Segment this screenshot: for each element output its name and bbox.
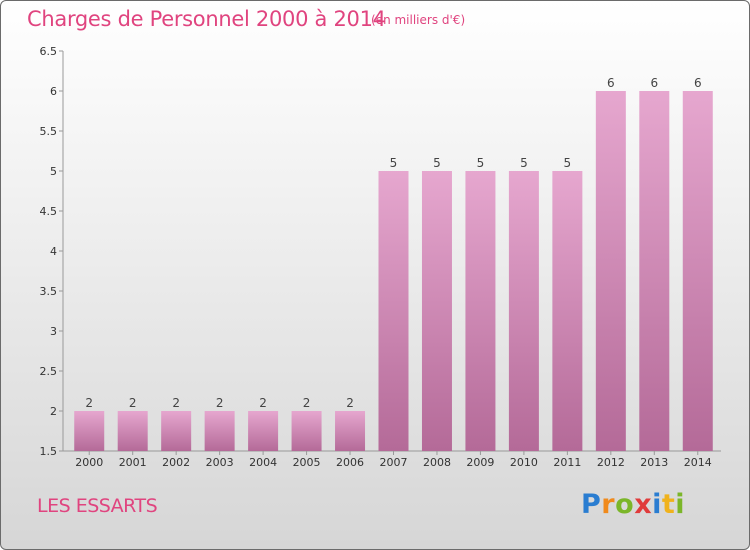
bar-2008 xyxy=(421,171,452,451)
y-tick-label: 1.5 xyxy=(40,445,58,458)
y-tick-label: 3.5 xyxy=(40,285,58,298)
chart-subtitle: (en milliers d'€) xyxy=(371,13,466,27)
data-label-2001: 2 xyxy=(129,396,137,410)
x-tick-label-2014: 2014 xyxy=(684,456,712,469)
proxiti-logo[interactable]: Proxiti xyxy=(581,489,686,520)
y-tick-label: 2.5 xyxy=(40,365,58,378)
data-label-2003: 2 xyxy=(216,396,224,410)
data-label-2011: 5 xyxy=(564,156,572,170)
bars: 2 2 2 2 2 2 2 5 5 5 5 5 6 6 6 xyxy=(74,76,713,451)
bar-2012 xyxy=(595,91,626,451)
bar-2005 xyxy=(291,411,322,451)
bar-2001 xyxy=(117,411,148,451)
y-tick-label: 2 xyxy=(50,405,57,418)
data-label-2012: 6 xyxy=(607,76,615,90)
x-tick-label-2012: 2012 xyxy=(597,456,625,469)
y-tick-label: 6 xyxy=(50,85,57,98)
data-label-2004: 2 xyxy=(259,396,267,410)
x-tick-label-2002: 2002 xyxy=(162,456,190,469)
data-label-2009: 5 xyxy=(477,156,485,170)
x-tick-label-2006: 2006 xyxy=(336,456,364,469)
data-label-2000: 2 xyxy=(85,396,93,410)
axes: 1.5 2 2.5 3 3.5 4 4.5 5 5.5 6 6.5 2000 2001 2002 2003 2… xyxy=(40,45,721,469)
bar-2002 xyxy=(161,411,192,451)
data-label-2005: 2 xyxy=(303,396,311,410)
x-tick-label-2007: 2007 xyxy=(380,456,408,469)
x-tick-label-2013: 2013 xyxy=(640,456,668,469)
x-tick-label-2005: 2005 xyxy=(293,456,321,469)
bar-2014 xyxy=(682,91,713,451)
x-tick-label-2010: 2010 xyxy=(510,456,538,469)
bar-2003 xyxy=(204,411,235,451)
bar-2007 xyxy=(378,171,409,451)
x-tick-label-2009: 2009 xyxy=(466,456,494,469)
y-tick-label: 6.5 xyxy=(40,45,58,58)
y-tick-label: 4 xyxy=(50,245,57,258)
data-label-2002: 2 xyxy=(172,396,180,410)
data-label-2006: 2 xyxy=(346,396,354,410)
x-tick-label-2000: 2000 xyxy=(75,456,103,469)
bar-2013 xyxy=(639,91,670,451)
x-tick-label-2004: 2004 xyxy=(249,456,277,469)
x-tick-label-2001: 2001 xyxy=(119,456,147,469)
commune-name: LES ESSARTS xyxy=(37,495,158,517)
bar-2010 xyxy=(508,171,539,451)
bar-2011 xyxy=(552,171,583,451)
bar-2004 xyxy=(248,411,279,451)
data-label-2007: 5 xyxy=(390,156,398,170)
x-tick-label-2011: 2011 xyxy=(553,456,581,469)
y-tick-label: 5 xyxy=(50,165,57,178)
bar-2006 xyxy=(335,411,366,451)
bar-2009 xyxy=(465,171,496,451)
data-label-2010: 5 xyxy=(520,156,528,170)
y-tick-label: 3 xyxy=(50,325,57,338)
x-tick-label-2008: 2008 xyxy=(423,456,451,469)
y-tick-label: 5.5 xyxy=(40,125,58,138)
chart-title: Charges de Personnel 2000 à 2014 xyxy=(27,7,386,31)
data-label-2008: 5 xyxy=(433,156,441,170)
bar-2000 xyxy=(74,411,105,451)
data-label-2013: 6 xyxy=(650,76,658,90)
x-tick-label-2003: 2003 xyxy=(206,456,234,469)
data-label-2014: 6 xyxy=(694,76,702,90)
y-tick-label: 4.5 xyxy=(40,205,58,218)
